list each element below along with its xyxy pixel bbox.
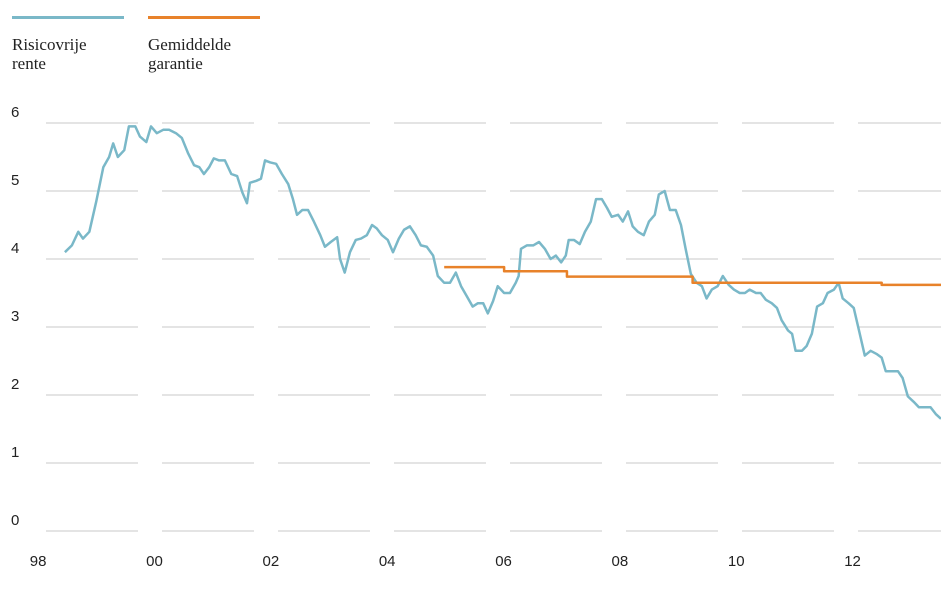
x-tick-label: 06 bbox=[495, 553, 512, 570]
y-tick-label: 0 bbox=[11, 512, 19, 529]
legend-label: Gemiddelde garantie bbox=[148, 35, 232, 73]
y-tick-label: 1 bbox=[11, 444, 19, 461]
y-tick-label: 3 bbox=[11, 308, 19, 325]
y-tick-label: 6 bbox=[11, 104, 19, 121]
line bbox=[64, 125, 941, 420]
line bbox=[444, 265, 941, 287]
legend-swatch bbox=[12, 16, 124, 19]
y-tick-label: 4 bbox=[11, 240, 19, 257]
legend-label: Risicovrije rente bbox=[12, 35, 87, 73]
x-tick-label: 12 bbox=[844, 553, 861, 570]
legend-swatch bbox=[148, 16, 260, 19]
x-tick-label: 00 bbox=[146, 553, 163, 570]
x-tick-label: 10 bbox=[728, 553, 745, 570]
x-tick-label: 08 bbox=[612, 553, 629, 570]
y-tick-label: 2 bbox=[11, 376, 19, 393]
legend-item: Gemiddelde garantie bbox=[148, 16, 273, 73]
y-tick-label: 5 bbox=[11, 172, 19, 189]
x-tick-label: 98 bbox=[30, 553, 47, 570]
x-tick-label: 02 bbox=[262, 553, 279, 570]
legend-item: Risicovrije rente bbox=[12, 16, 137, 73]
x-tick-label: 04 bbox=[379, 553, 396, 570]
